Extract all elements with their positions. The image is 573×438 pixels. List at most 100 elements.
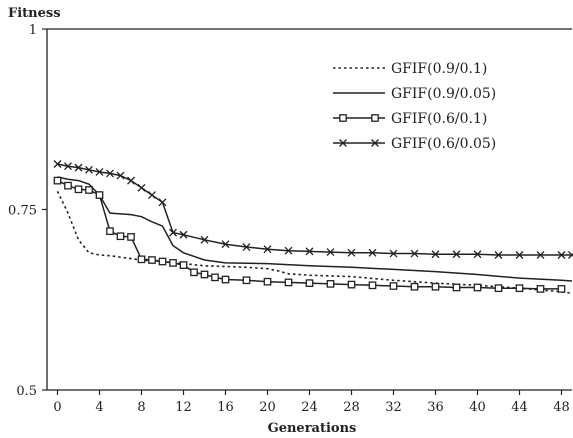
x-tick-label: 24 bbox=[301, 400, 318, 415]
series-marker-x bbox=[200, 235, 209, 244]
marker-x-stroke bbox=[339, 139, 347, 147]
marker-x-stroke bbox=[116, 171, 125, 180]
plot-frame bbox=[46, 28, 572, 391]
series-marker-square bbox=[473, 283, 482, 292]
x-tick-label: 28 bbox=[343, 400, 360, 415]
series-marker-x bbox=[74, 163, 83, 172]
x-tick-label: 40 bbox=[469, 400, 486, 415]
x-tick-label: 20 bbox=[259, 400, 276, 415]
series-marker-square bbox=[515, 284, 524, 293]
x-tick-label: 16 bbox=[217, 400, 234, 415]
series-marker-square bbox=[64, 181, 72, 190]
marker-x-stroke bbox=[410, 249, 419, 258]
ticks-layer: 0 4 8 12 16 20 24 28 32 36 40 44 480.50.751 bbox=[8, 23, 570, 415]
series-marker-square bbox=[242, 276, 251, 285]
legend-item: GFIF(0.6/0.1) bbox=[333, 111, 487, 127]
series-marker-x bbox=[95, 167, 104, 176]
marker-x-stroke bbox=[452, 250, 461, 259]
series-marker-square bbox=[368, 281, 377, 290]
marker-x-stroke bbox=[515, 251, 524, 259]
legend-item: GFIF(0.6/0.05) bbox=[333, 136, 496, 152]
series-marker-square bbox=[190, 268, 198, 277]
series-1 bbox=[56, 191, 573, 295]
x-tick-label: 36 bbox=[427, 400, 444, 415]
series-marker-square bbox=[557, 285, 566, 293]
series-line bbox=[56, 191, 573, 295]
series-marker-x bbox=[179, 230, 188, 239]
series-marker-x bbox=[148, 191, 156, 200]
marker-x-stroke bbox=[169, 228, 177, 237]
series-marker-square bbox=[284, 278, 293, 287]
series-marker-x bbox=[494, 251, 503, 259]
series-marker-x bbox=[410, 249, 419, 258]
series-marker-x bbox=[284, 246, 293, 255]
legend-label: GFIF(0.6/0.05) bbox=[391, 136, 496, 152]
series-marker-square bbox=[158, 257, 167, 266]
series-marker-square bbox=[211, 273, 219, 282]
marker-x-stroke bbox=[95, 167, 104, 176]
marker-x-stroke bbox=[368, 248, 377, 257]
series-marker-square bbox=[347, 280, 356, 289]
series-4 bbox=[53, 160, 573, 259]
marker-x-stroke bbox=[64, 162, 72, 171]
series-2 bbox=[57, 176, 573, 282]
series-marker-x bbox=[127, 176, 135, 185]
marker-x-stroke bbox=[221, 240, 230, 249]
series-marker-x bbox=[85, 165, 93, 174]
series-3 bbox=[53, 176, 566, 293]
series-marker-x bbox=[263, 245, 272, 254]
series-marker-x bbox=[371, 139, 379, 147]
marker-x-stroke bbox=[74, 163, 83, 172]
series-marker-square bbox=[53, 176, 62, 185]
marker-x-stroke bbox=[326, 248, 335, 257]
series-layer bbox=[53, 160, 573, 295]
y-tick-label: 0.5 bbox=[16, 384, 37, 399]
legend-item: GFIF(0.9/0.1) bbox=[333, 61, 487, 77]
marker-x-stroke bbox=[242, 243, 251, 252]
marker-x-stroke bbox=[127, 176, 135, 185]
series-marker-square bbox=[326, 280, 335, 288]
series-marker-square bbox=[371, 114, 379, 122]
marker-x-stroke bbox=[371, 139, 379, 147]
series-marker-square bbox=[106, 227, 114, 236]
legend-label: GFIF(0.9/0.05) bbox=[391, 86, 496, 102]
marker-x-stroke bbox=[473, 250, 482, 259]
series-marker-x bbox=[326, 248, 335, 257]
series-marker-square bbox=[494, 284, 503, 293]
marker-x-stroke bbox=[536, 251, 545, 259]
y-tick-label: 1 bbox=[29, 23, 37, 38]
legend: GFIF(0.9/0.1) GFIF(0.9/0.05) GFIF(0.6/0.1)… bbox=[333, 61, 496, 152]
legend-item: GFIF(0.9/0.05) bbox=[333, 86, 496, 102]
series-marker-x bbox=[116, 171, 125, 180]
marker-x-stroke bbox=[179, 230, 188, 239]
series-marker-square bbox=[116, 232, 125, 241]
marker-x-stroke bbox=[137, 183, 146, 192]
series-marker-square bbox=[452, 283, 461, 292]
marker-x-stroke bbox=[557, 251, 566, 259]
x-axis-title: Generations bbox=[268, 421, 357, 436]
marker-x-stroke bbox=[347, 248, 356, 257]
legend-label: GFIF(0.6/0.1) bbox=[391, 111, 487, 127]
series-marker-x bbox=[158, 198, 167, 207]
marker-x-stroke bbox=[158, 198, 167, 207]
series-marker-square bbox=[148, 256, 156, 264]
series-marker-square bbox=[339, 114, 347, 122]
x-tick-label: 0 bbox=[53, 400, 61, 415]
series-marker-square bbox=[95, 191, 104, 199]
x-tick-label: 32 bbox=[385, 400, 402, 415]
series-marker-square bbox=[305, 279, 314, 287]
x-tick-label: 8 bbox=[137, 400, 145, 415]
series-marker-x bbox=[64, 162, 72, 171]
series-marker-x bbox=[452, 250, 461, 259]
series-marker-square bbox=[179, 261, 188, 269]
series-marker-x bbox=[137, 183, 146, 192]
x-tick-label: 12 bbox=[175, 400, 192, 415]
marker-x-stroke bbox=[305, 247, 314, 256]
marker-x-stroke bbox=[53, 160, 62, 168]
series-marker-x bbox=[339, 139, 347, 147]
x-tick-label: 4 bbox=[95, 400, 103, 415]
series-marker-square bbox=[74, 185, 83, 194]
series-marker-square bbox=[221, 275, 230, 284]
legend-label: GFIF(0.9/0.1) bbox=[391, 61, 487, 77]
series-marker-x bbox=[106, 169, 114, 178]
